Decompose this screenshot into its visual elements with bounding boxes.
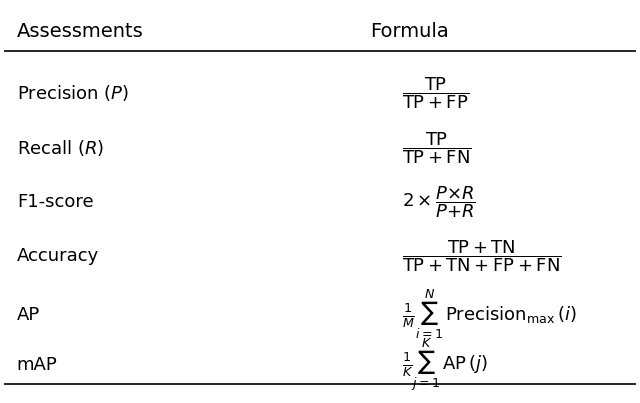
Text: F1-score: F1-score [17, 193, 93, 211]
Text: Accuracy: Accuracy [17, 247, 99, 265]
Text: Formula: Formula [371, 22, 449, 41]
Text: AP: AP [17, 305, 40, 324]
Text: $\dfrac{\mathrm{TP}}{\mathrm{TP+FP}}$: $\dfrac{\mathrm{TP}}{\mathrm{TP+FP}}$ [402, 76, 469, 111]
Text: Assessments: Assessments [17, 22, 143, 41]
Text: Precision ($P$): Precision ($P$) [17, 83, 129, 104]
Text: $\dfrac{\mathrm{TP}}{\mathrm{TP+FN}}$: $\dfrac{\mathrm{TP}}{\mathrm{TP+FN}}$ [402, 130, 472, 166]
Text: mAP: mAP [17, 356, 58, 374]
Text: $\frac{1}{M}\sum_{i=1}^{N}\,\mathrm{Precision}_{\max}\,(i)$: $\frac{1}{M}\sum_{i=1}^{N}\,\mathrm{Prec… [402, 288, 577, 341]
Text: Recall ($R$): Recall ($R$) [17, 138, 104, 158]
Text: $\dfrac{\mathrm{TP+TN}}{\mathrm{TP+TN+FP+FN}}$: $\dfrac{\mathrm{TP+TN}}{\mathrm{TP+TN+FP… [402, 239, 562, 274]
Text: $2 \times \dfrac{P{\times}R}{P{+}R}$: $2 \times \dfrac{P{\times}R}{P{+}R}$ [402, 184, 476, 220]
Text: $\frac{1}{K}\sum_{j=1}^{K}\,\mathrm{AP}\,(j)$: $\frac{1}{K}\sum_{j=1}^{K}\,\mathrm{AP}\… [402, 337, 488, 393]
